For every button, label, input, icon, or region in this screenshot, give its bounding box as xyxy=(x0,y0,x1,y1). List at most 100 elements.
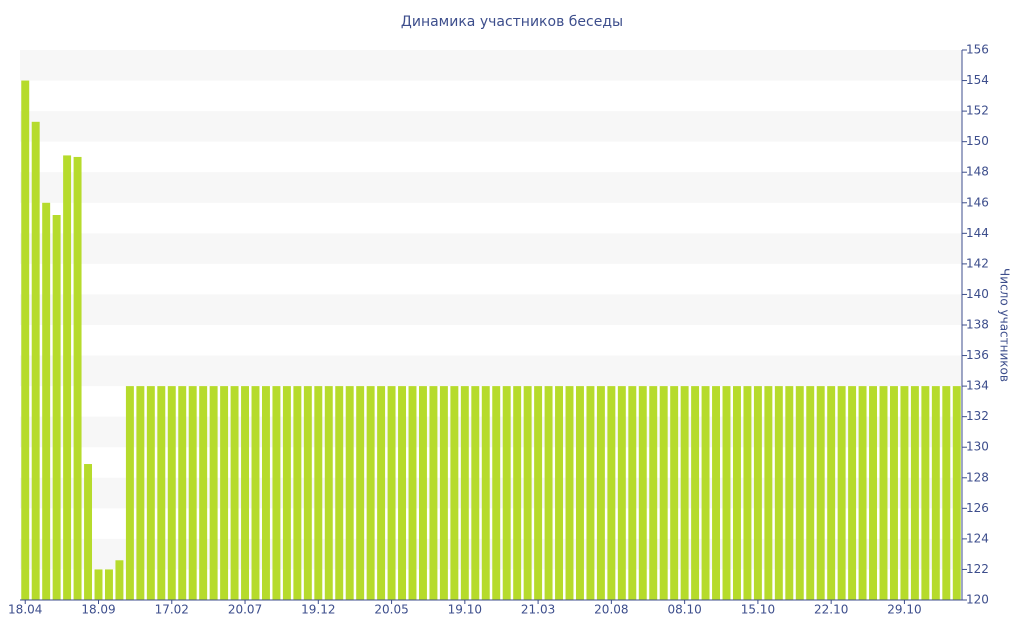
y-tick-label: 120 xyxy=(966,593,989,607)
x-tick-label: 17.02 xyxy=(155,603,189,617)
bar xyxy=(429,386,438,600)
bar xyxy=(188,386,197,600)
bar xyxy=(513,386,522,600)
bar xyxy=(837,386,846,600)
bar xyxy=(492,386,501,600)
bar xyxy=(544,386,553,600)
bar xyxy=(481,386,490,600)
bar xyxy=(366,386,375,600)
x-tick-label: 18.04 xyxy=(8,603,42,617)
bar xyxy=(575,386,584,600)
y-tick-label: 122 xyxy=(966,562,989,576)
bar xyxy=(523,386,532,600)
bar xyxy=(555,386,564,600)
y-tick-label: 152 xyxy=(966,104,989,118)
bar xyxy=(94,569,103,600)
bar xyxy=(439,386,448,600)
chart-title: Динамика участников беседы xyxy=(401,14,623,30)
bar xyxy=(377,386,386,600)
bar xyxy=(565,386,574,600)
grid-band xyxy=(20,111,962,142)
bar xyxy=(879,386,888,600)
y-tick-label: 150 xyxy=(966,134,989,148)
bar xyxy=(115,560,124,600)
bar xyxy=(42,202,51,600)
bar xyxy=(460,386,469,600)
bar xyxy=(649,386,658,600)
grid-band xyxy=(20,416,962,448)
grid-band xyxy=(20,294,962,325)
x-tick-label: 29.10 xyxy=(887,603,921,617)
bar xyxy=(21,80,30,601)
grid-band xyxy=(20,477,962,509)
bar xyxy=(282,386,291,600)
grid-band xyxy=(20,233,962,264)
bar xyxy=(178,386,187,600)
bar xyxy=(324,386,333,600)
bar xyxy=(691,386,700,600)
x-tick-label: 22.10 xyxy=(814,603,848,617)
y-tick-label: 146 xyxy=(966,195,989,209)
bar xyxy=(931,386,940,600)
bar xyxy=(764,386,773,600)
bar xyxy=(230,386,239,600)
bar xyxy=(146,386,155,600)
bar xyxy=(63,155,72,600)
bar xyxy=(418,386,427,600)
bar xyxy=(753,386,762,600)
y-tick-label: 144 xyxy=(966,226,989,240)
y-tick-label: 156 xyxy=(966,43,989,57)
bar xyxy=(827,386,836,600)
y-tick-label: 124 xyxy=(966,531,989,545)
bar xyxy=(335,386,344,600)
bar xyxy=(816,386,825,600)
bar xyxy=(272,386,281,600)
y-tick-label: 134 xyxy=(966,379,989,393)
grid-band xyxy=(20,538,962,570)
bar xyxy=(261,386,270,600)
bar xyxy=(712,386,721,600)
bar xyxy=(125,386,134,600)
bar xyxy=(314,386,323,600)
bar xyxy=(869,386,878,600)
bar xyxy=(858,386,867,600)
bar xyxy=(52,215,61,600)
bar xyxy=(743,386,752,600)
bar xyxy=(722,386,731,600)
bar xyxy=(900,386,909,600)
bar xyxy=(659,386,668,600)
y-tick-label: 138 xyxy=(966,318,989,332)
bar xyxy=(209,386,218,600)
y-tick-label: 132 xyxy=(966,409,989,423)
y-tick-label: 130 xyxy=(966,440,989,454)
x-tick-label: 18.09 xyxy=(81,603,115,617)
bar xyxy=(73,156,82,600)
grid-band xyxy=(20,355,962,387)
x-tick-label: 20.08 xyxy=(594,603,628,617)
bar xyxy=(701,386,710,600)
x-tick-label: 19.12 xyxy=(301,603,335,617)
x-tick-label: 19.10 xyxy=(448,603,482,617)
x-tick-label: 08.10 xyxy=(667,603,701,617)
bar xyxy=(136,386,145,600)
bar xyxy=(952,386,961,600)
bar xyxy=(795,386,804,600)
bar xyxy=(774,386,783,600)
bar xyxy=(408,386,417,600)
bar xyxy=(910,386,919,600)
bar xyxy=(303,386,312,600)
bar xyxy=(638,386,647,600)
bar xyxy=(398,386,407,600)
bar xyxy=(942,386,951,600)
bar xyxy=(848,386,857,600)
bar xyxy=(31,121,40,601)
x-tick-label: 15.10 xyxy=(741,603,775,617)
y-tick-label: 142 xyxy=(966,256,989,270)
bar xyxy=(450,386,459,600)
bar xyxy=(471,386,480,600)
x-tick-label: 20.07 xyxy=(228,603,262,617)
bar xyxy=(293,386,302,600)
y-tick-label: 140 xyxy=(966,287,989,301)
bar xyxy=(596,386,605,600)
